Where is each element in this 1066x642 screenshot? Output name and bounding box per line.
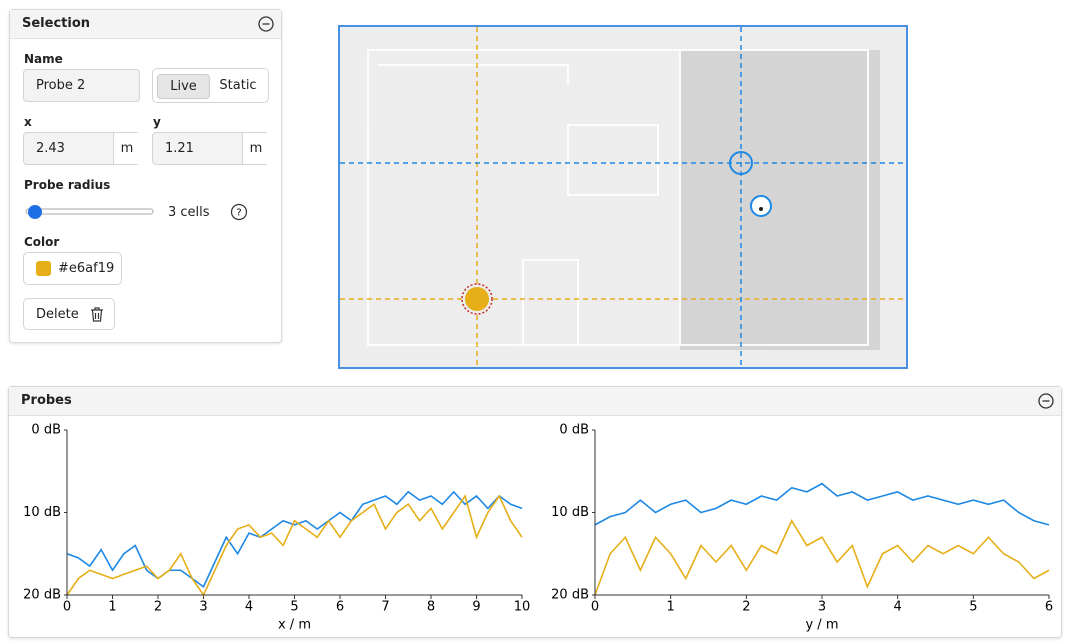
color-value: #e6af19 <box>58 261 115 276</box>
y-tick-label: 20 dB <box>23 588 61 603</box>
collapse-button[interactable] <box>1038 393 1054 409</box>
color-swatch <box>36 261 51 276</box>
color-button[interactable]: #e6af19 <box>23 252 122 285</box>
x-axis-label: x / m <box>278 618 311 633</box>
map-view[interactable] <box>338 25 908 369</box>
x-tick-label: 2 <box>154 600 162 615</box>
x-tick-label: 4 <box>894 600 902 615</box>
x-tick-label: 10 <box>514 600 531 615</box>
x-tick-label: 7 <box>381 600 389 615</box>
x-tick-label: 8 <box>427 600 435 615</box>
y-tick-label: 20 dB <box>551 588 589 603</box>
x-tick-label: 2 <box>742 600 750 615</box>
probe-line <box>66 494 523 597</box>
y-label: y <box>153 115 161 129</box>
x-tick-label: 6 <box>1045 600 1053 615</box>
y-tick-label: 0 dB <box>31 423 61 438</box>
help-icon[interactable]: ? <box>230 203 248 221</box>
mode-button[interactable]: Live <box>157 74 210 99</box>
x-tick-label: 9 <box>472 600 480 615</box>
mode-button[interactable]: Static <box>219 78 257 93</box>
mode-toggle: Live Static <box>152 68 269 103</box>
x-tick-label: 3 <box>199 600 207 615</box>
panel-header: Probes <box>9 387 1061 416</box>
x-axis-band <box>67 595 522 635</box>
delete-button[interactable]: Delete <box>23 298 115 330</box>
x-value: 2.43 <box>36 141 65 156</box>
radius-slider[interactable] <box>24 203 156 221</box>
x-tick-label: 0 <box>63 600 71 615</box>
unit: m <box>242 133 269 164</box>
selection-panel: Selection Name Probe 2 Live Static x 2.4… <box>9 9 282 343</box>
y-tick-label: 10 dB <box>551 505 589 520</box>
delete-label: Delete <box>36 307 79 322</box>
panel-header: Selection <box>10 10 281 39</box>
x-axis-label: y / m <box>805 618 838 633</box>
x-tick-label: 3 <box>818 600 826 615</box>
x-label: x <box>24 115 32 129</box>
x-tick-label: 5 <box>969 600 977 615</box>
color-label: Color <box>24 235 60 249</box>
x-tick-label: 4 <box>245 600 253 615</box>
probe-line <box>66 490 523 588</box>
radius-label: Probe radius <box>24 178 111 192</box>
panel-title: Probes <box>21 393 72 408</box>
name-input[interactable]: Probe 2 <box>23 69 140 102</box>
trash-icon <box>91 307 103 322</box>
radius-value: 3 cells <box>168 205 210 220</box>
name-label: Name <box>24 52 63 66</box>
probe-line <box>594 482 1050 526</box>
y-tick-label: 10 dB <box>23 505 61 520</box>
y-value: 1.21 <box>165 141 194 156</box>
y-tick-label: 0 dB <box>559 423 589 438</box>
probe-line <box>594 519 1050 596</box>
x-tick-label: 0 <box>591 600 599 615</box>
x-tick-label: 1 <box>108 600 116 615</box>
collapse-button[interactable] <box>258 16 274 32</box>
panel-title: Selection <box>22 16 91 31</box>
x-tick-label: 6 <box>336 600 344 615</box>
x-axis-band <box>595 595 1049 635</box>
x-tick-label: 5 <box>290 600 298 615</box>
svg-text:?: ? <box>236 208 241 219</box>
unit: m <box>113 133 140 164</box>
x-tick-label: 1 <box>667 600 675 615</box>
